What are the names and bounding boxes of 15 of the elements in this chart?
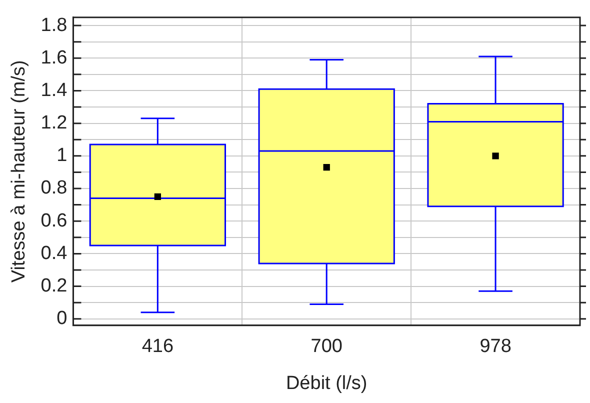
y-tick-label: 1.4 bbox=[40, 80, 68, 101]
x-axis-title: Débit (l/s) bbox=[286, 372, 368, 394]
x-tick-label: 978 bbox=[480, 336, 512, 358]
y-axis-title: Vitesse à mi-hauteur (m/s) bbox=[8, 60, 30, 283]
x-tick-label: 700 bbox=[310, 336, 342, 358]
y-tick-label: 0.6 bbox=[40, 210, 68, 232]
y-tick-label: 1.2 bbox=[40, 112, 68, 134]
x-tick-label: 416 bbox=[142, 336, 174, 358]
y-tick-label: 1.8 bbox=[40, 14, 68, 36]
y-tick-label: 1 bbox=[56, 145, 68, 166]
y-tick-label: 0.8 bbox=[40, 178, 68, 199]
y-tick-label: 1.6 bbox=[40, 47, 68, 68]
y-tick-label: 0.4 bbox=[40, 242, 68, 264]
y-tick-label: 0 bbox=[56, 308, 68, 330]
y-tick-label: 0.2 bbox=[40, 276, 68, 297]
